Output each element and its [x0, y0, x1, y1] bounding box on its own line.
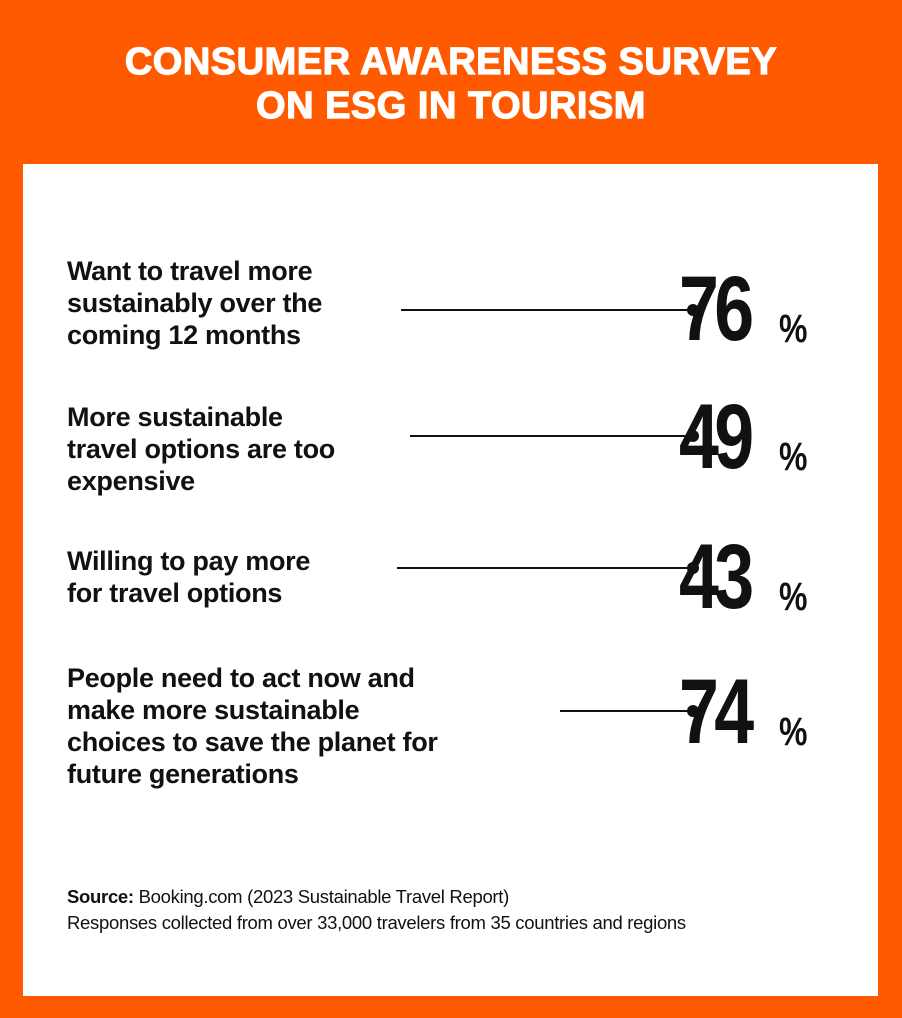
- connector-dot: [687, 562, 699, 574]
- stat-number: 76: [679, 258, 754, 360]
- title-line-1: CONSUMER AWARENESS SURVEY: [124, 40, 778, 83]
- stat-label-line: travel options are too: [67, 434, 335, 464]
- stat-number: 74: [679, 661, 754, 763]
- stat-label: Willing to pay more for travel options: [67, 545, 310, 609]
- stat-label: Want to travel more sustainably over the…: [67, 255, 322, 351]
- connector-line: [410, 435, 691, 437]
- stat-value: 43 %: [679, 531, 839, 623]
- stat-label: People need to act now and make more sus…: [67, 662, 438, 790]
- stat-percent: %: [779, 307, 808, 351]
- stat-label-line: future generations: [67, 759, 299, 789]
- stat-value: 74 %: [679, 666, 839, 758]
- source-note: Responses collected from over 33,000 tra…: [67, 912, 686, 933]
- stat-label-line: expensive: [67, 466, 195, 496]
- connector-dot: [687, 304, 699, 316]
- stat-label-line: Want to travel more: [67, 256, 313, 286]
- stat-label-line: Willing to pay more: [67, 546, 311, 576]
- stat-label-line: for travel options: [67, 578, 283, 608]
- stat-percent: %: [779, 575, 808, 619]
- stat-percent: %: [779, 710, 808, 754]
- page-title: CONSUMER AWARENESS SURVEY ON ESG IN TOUR…: [0, 40, 902, 128]
- stat-value: 49 %: [679, 391, 839, 483]
- connector-line: [397, 567, 691, 569]
- stat-label-line: People need to act now and: [67, 663, 415, 693]
- content-panel: Want to travel more sustainably over the…: [23, 164, 878, 996]
- stat-number: 43: [679, 526, 754, 628]
- source-label: Source:: [67, 886, 134, 907]
- stat-value: 76 %: [679, 263, 839, 355]
- connector-dot: [687, 430, 699, 442]
- source-line: Source: Booking.com (2023 Sustainable Tr…: [67, 886, 509, 907]
- title-line-2: ON ESG IN TOURISM: [255, 84, 646, 127]
- source-footer: Source: Booking.com (2023 Sustainable Tr…: [67, 884, 686, 936]
- stat-label-line: coming 12 months: [67, 320, 301, 350]
- source-text: Booking.com (2023 Sustainable Travel Rep…: [133, 886, 510, 907]
- stat-label: More sustainable travel options are too …: [67, 401, 335, 497]
- connector-line: [401, 309, 691, 311]
- stat-number: 49: [679, 386, 754, 488]
- stat-label-line: choices to save the planet for: [67, 727, 438, 757]
- stat-label-line: make more sustainable: [67, 695, 360, 725]
- stat-label-line: More sustainable: [67, 402, 283, 432]
- stat-label-line: sustainably over the: [67, 288, 323, 318]
- connector-line: [560, 710, 691, 712]
- stat-percent: %: [779, 435, 808, 479]
- connector-dot: [687, 705, 699, 717]
